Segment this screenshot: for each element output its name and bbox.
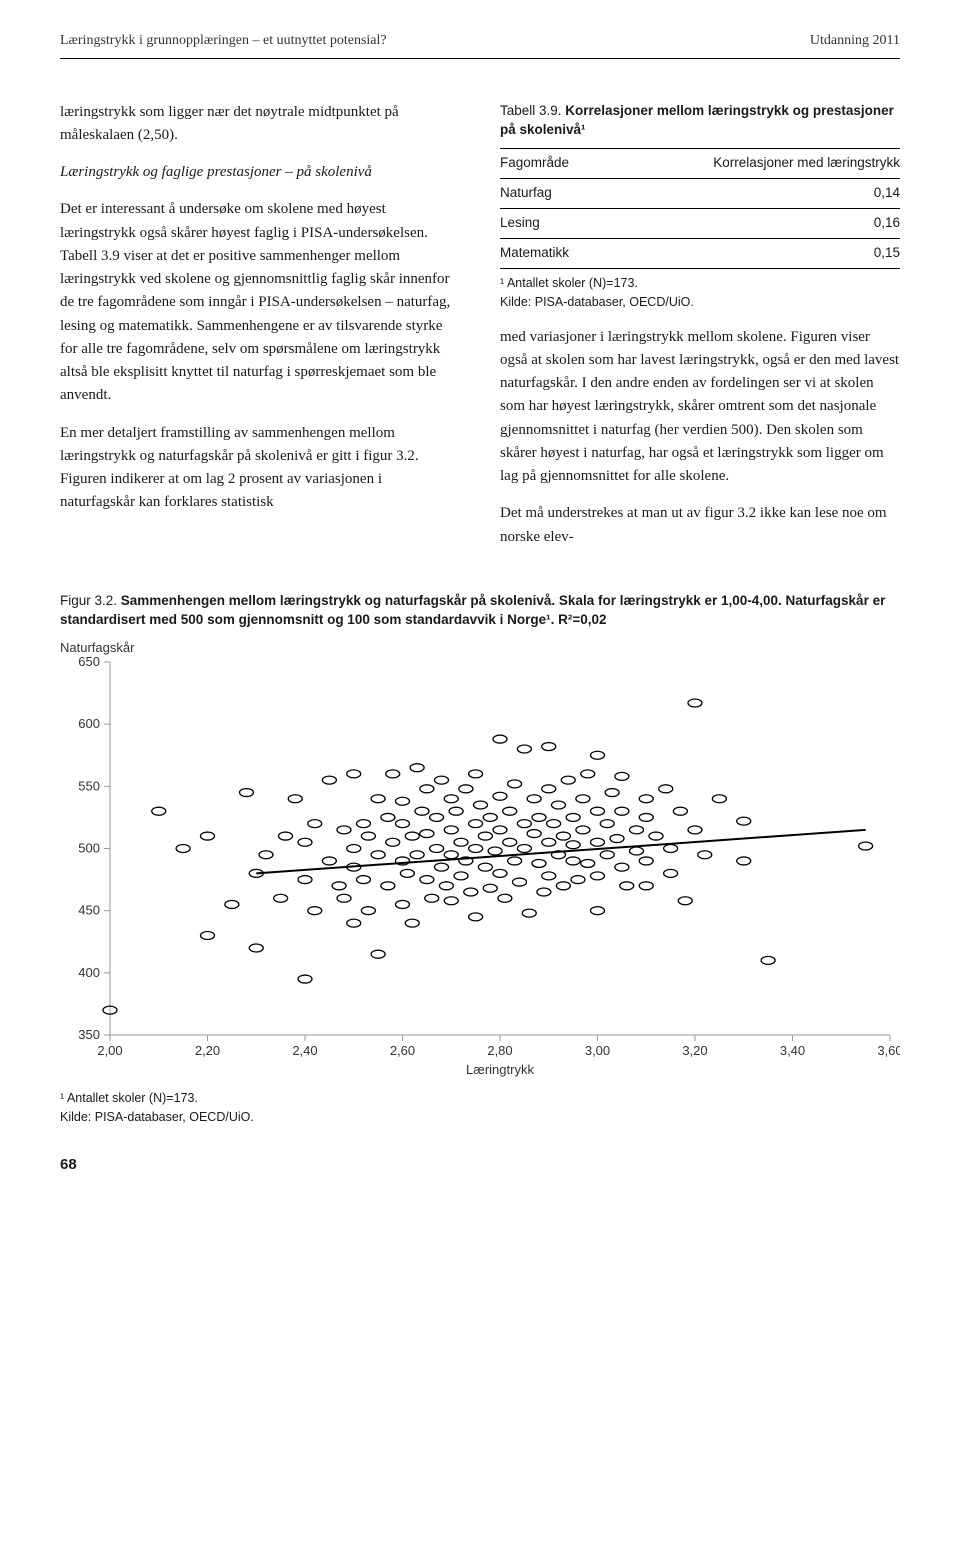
- two-column-body: læringstrykk som ligger nær det nøytrale…: [60, 101, 900, 563]
- left-para1: Det er interessant å undersøke om skolen…: [60, 198, 460, 407]
- figure-caption: Figur 3.2. Sammenhengen mellom læringstr…: [60, 591, 900, 630]
- table-row: Naturfag 0,14: [500, 178, 900, 208]
- svg-text:2,60: 2,60: [390, 1043, 415, 1058]
- table-row: Lesing 0,16: [500, 208, 900, 238]
- svg-text:2,00: 2,00: [97, 1043, 122, 1058]
- correlations-table: Fagområde Korrelasjoner med læringstrykk…: [500, 148, 900, 269]
- svg-text:3,00: 3,00: [585, 1043, 610, 1058]
- figure-block: Figur 3.2. Sammenhengen mellom læringstr…: [60, 591, 900, 1127]
- svg-text:550: 550: [78, 778, 100, 793]
- col2-header: Korrelasjoner med læringstrykk: [608, 148, 900, 178]
- running-head-right: Utdanning 2011: [810, 30, 900, 52]
- svg-text:350: 350: [78, 1027, 100, 1042]
- svg-text:400: 400: [78, 965, 100, 980]
- svg-text:3,60: 3,60: [877, 1043, 900, 1058]
- right-para2: Det må understrekes at man ut av figur 3…: [500, 502, 900, 549]
- svg-text:2,40: 2,40: [292, 1043, 317, 1058]
- left-subhead: Læringstrykk og faglige prestasjoner – p…: [60, 161, 460, 184]
- svg-text:500: 500: [78, 840, 100, 855]
- figure-label: Figur 3.2.: [60, 593, 121, 608]
- table-footnote2: Kilde: PISA-databaser, OECD/UiO.: [500, 294, 900, 312]
- svg-text:2,20: 2,20: [195, 1043, 220, 1058]
- table-row: Matematikk 0,15: [500, 238, 900, 268]
- svg-text:3,20: 3,20: [682, 1043, 707, 1058]
- table-label: Tabell 3.9.: [500, 103, 565, 118]
- svg-text:Naturfagskår: Naturfagskår: [60, 640, 135, 655]
- left-intro: læringstrykk som ligger nær det nøytrale…: [60, 101, 460, 148]
- scatter-svg: Naturfagskår 350 400 450 500 550 600 650 2,00 2,2…: [60, 640, 900, 1080]
- svg-text:600: 600: [78, 716, 100, 731]
- table-footnote1: ¹ Antallet skoler (N)=173.: [500, 275, 900, 293]
- scatter-chart: Naturfagskår 350 400 450 500 550 600 650 2,00 2,2…: [60, 640, 900, 1080]
- right-para1: med variasjoner i læringstrykk mellom sk…: [500, 326, 900, 489]
- left-column: læringstrykk som ligger nær det nøytrale…: [60, 101, 460, 563]
- page-number: 68: [60, 1153, 900, 1176]
- svg-text:450: 450: [78, 903, 100, 918]
- figure-footnote2: Kilde: PISA-databaser, OECD/UiO.: [60, 1109, 900, 1127]
- svg-text:650: 650: [78, 654, 100, 669]
- svg-text:2,80: 2,80: [487, 1043, 512, 1058]
- running-head: Læringstrykk i grunnopplæringen – et uut…: [60, 30, 900, 59]
- left-para2: En mer detaljert framstilling av sammenh…: [60, 422, 460, 515]
- figure-title: Sammenhengen mellom læringstrykk og natu…: [60, 593, 885, 628]
- table-caption: Tabell 3.9. Korrelasjoner mellom lærings…: [500, 101, 900, 140]
- svg-text:Læringtrykk: Læringtrykk: [466, 1062, 534, 1077]
- col1-header: Fagområde: [500, 148, 608, 178]
- figure-footnote1: ¹ Antallet skoler (N)=173.: [60, 1090, 900, 1108]
- running-head-left: Læringstrykk i grunnopplæringen – et uut…: [60, 30, 387, 52]
- right-column: Tabell 3.9. Korrelasjoner mellom lærings…: [500, 101, 900, 563]
- svg-text:3,40: 3,40: [780, 1043, 805, 1058]
- table-header-row: Fagområde Korrelasjoner med læringstrykk: [500, 148, 900, 178]
